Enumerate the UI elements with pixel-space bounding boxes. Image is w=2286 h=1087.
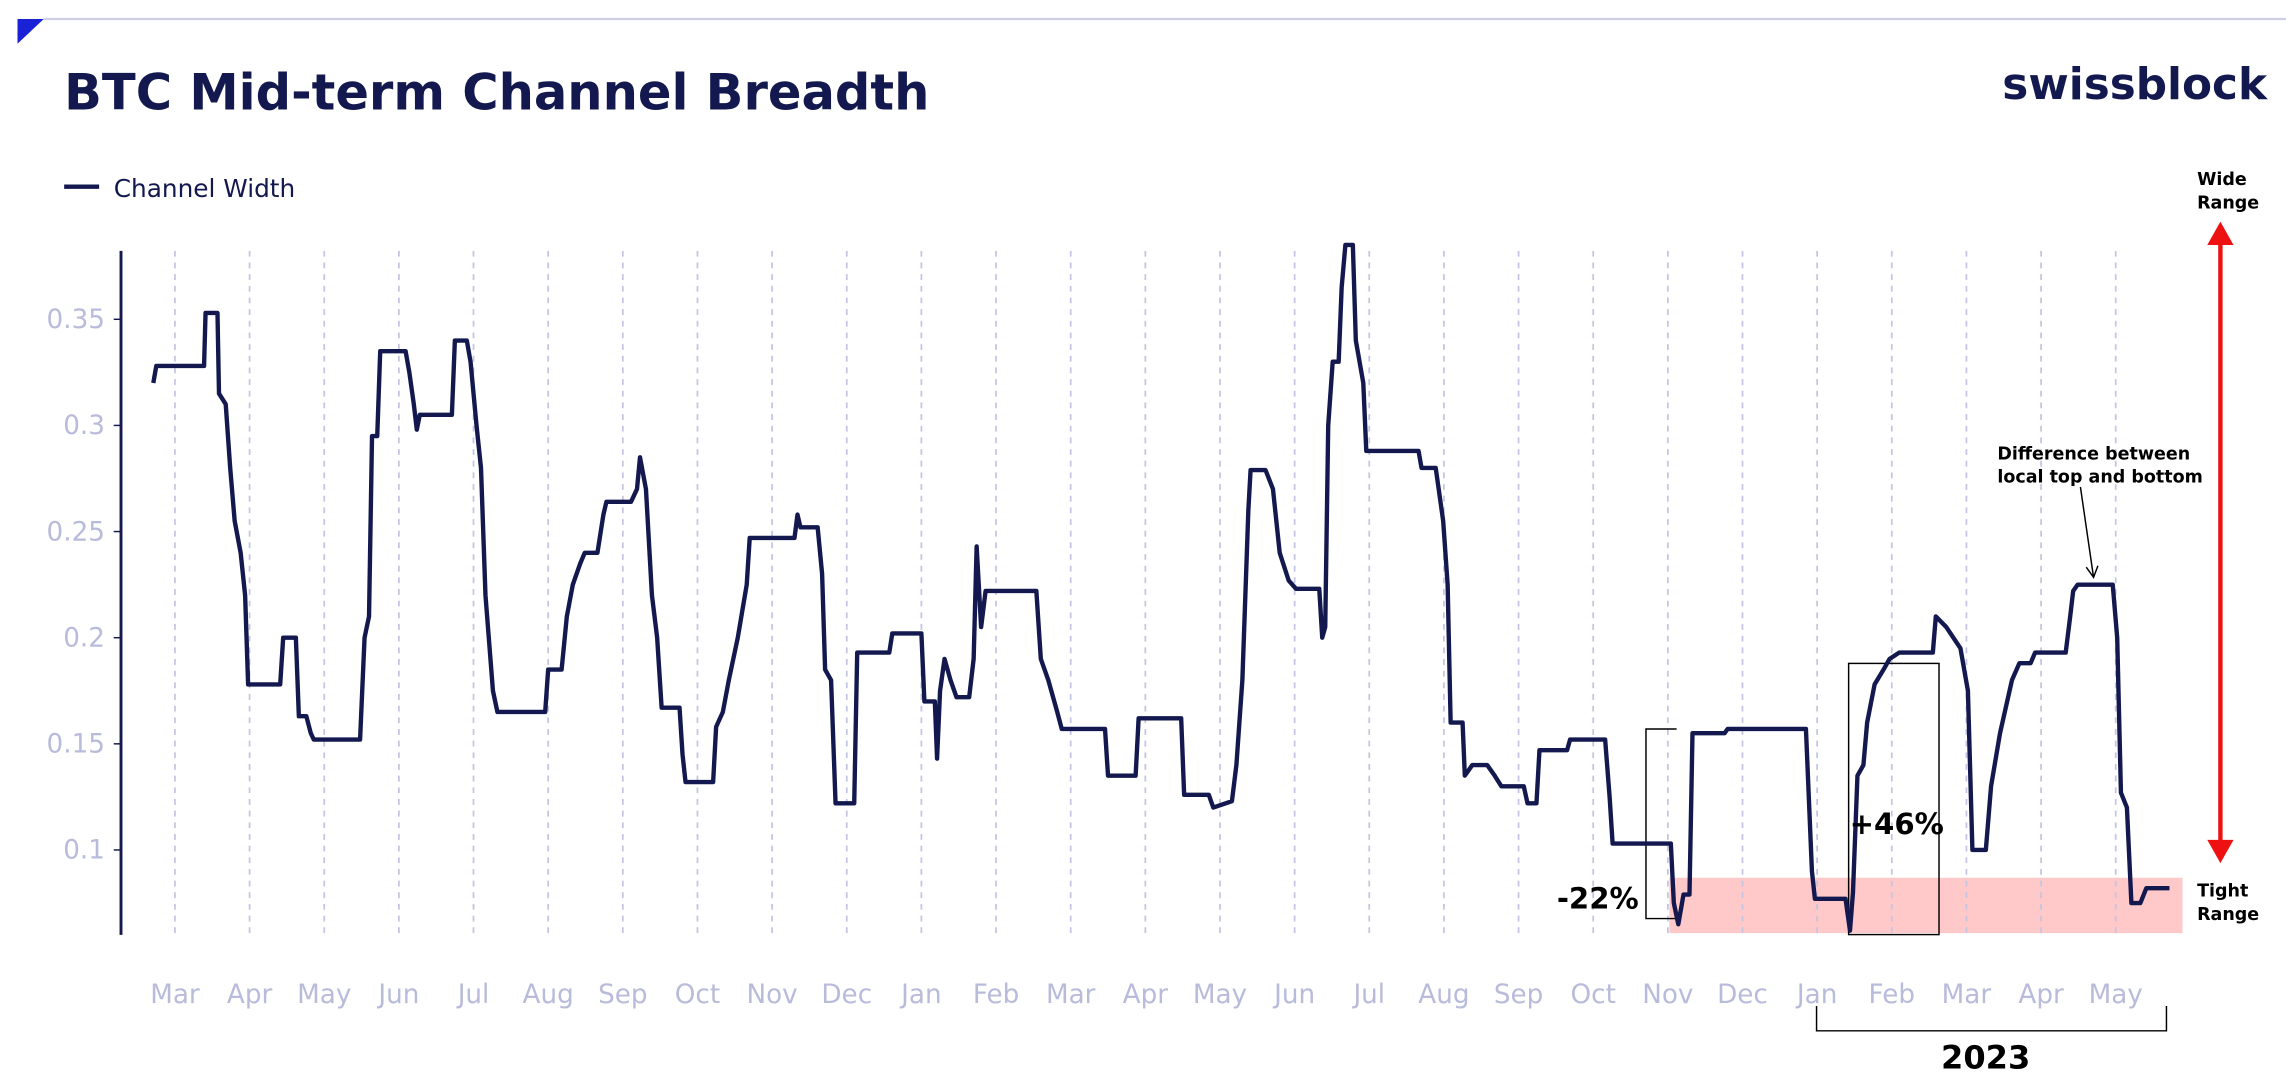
corner-mark [17,19,44,44]
x-tick-label: Jul [1351,980,1385,1010]
x-tick-label: Jun [376,980,419,1010]
x-tick-label: May [2089,980,2143,1010]
wide-range-label: Range [2197,194,2259,214]
x-tick-label: Apr [2018,980,2064,1010]
difference-label: local top and bottom [1997,468,2203,488]
brand-logo: swissblock [2002,59,2268,110]
x-tick-label: Oct [1571,980,1616,1010]
x-tick-label: Dec [821,980,872,1010]
chart-title: BTC Mid-term Channel Breadth [64,63,929,121]
wide-range-label: Wide [2197,170,2247,190]
x-tick-label: Nov [747,980,798,1010]
y-tick-label: 0.2 [63,623,105,653]
rise-box [1847,662,1940,936]
year-bracket [1815,1006,2168,1032]
y-tick-label: 0.35 [47,305,105,335]
x-tick-label: Jul [456,980,490,1010]
difference-label: Difference between [1997,444,2190,464]
series-line [151,242,2170,933]
x-tick-label: Feb [973,980,1019,1010]
legend-label: Channel Width [114,174,296,203]
x-tick-label: Jan [1795,980,1837,1010]
tight-range-label: Range [2197,905,2259,925]
y-tick-label: 0.3 [63,411,105,441]
x-tick-label: Sep [598,980,647,1010]
tight-range-band [1669,877,2183,934]
x-tick-label: Mar [1046,980,1096,1010]
x-tick-label: Apr [227,980,273,1010]
difference-arrow [2079,486,2099,579]
x-tick-label: Dec [1717,980,1768,1010]
x-tick-label: Mar [150,980,200,1010]
y-tick-label: 0.1 [63,836,105,866]
x-tick-label: Mar [1942,980,1992,1010]
x-tick-label: Oct [675,980,720,1010]
x-tick-label: May [1193,980,1247,1010]
x-tick-label: Jun [1272,980,1315,1010]
drop-label: -22% [1557,881,1639,915]
x-tick-label: Nov [1642,980,1693,1010]
x-tick-label: May [297,980,351,1010]
drop-bracket [1645,728,1677,920]
y-tick-label: 0.15 [47,730,105,760]
year-label: 2023 [1941,1039,2030,1077]
tight-range-label: Tight [2197,882,2248,902]
x-tick-label: Aug [523,980,574,1010]
rise-label: +46% [1850,807,1944,841]
x-tick-label: Jan [899,980,941,1010]
x-tick-label: Aug [1418,980,1469,1010]
x-tick-label: Apr [1123,980,1169,1010]
range-arrow-top [2207,221,2234,245]
x-tick-label: Feb [1869,980,1915,1010]
x-tick-label: Sep [1494,980,1543,1010]
y-tick-label: 0.25 [47,517,105,547]
range-arrow-bottom [2207,839,2234,864]
